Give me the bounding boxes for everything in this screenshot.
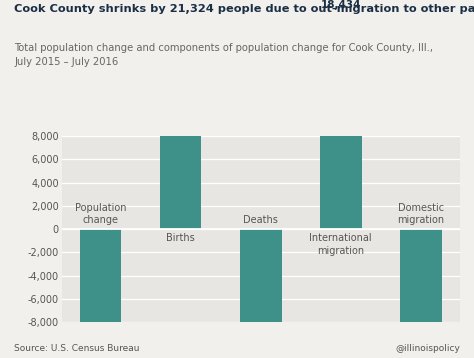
Bar [240, 229, 282, 358]
Text: Deaths: Deaths [243, 215, 278, 225]
Bar [80, 229, 121, 358]
Bar [160, 0, 201, 229]
Text: Births: Births [166, 233, 195, 243]
Text: Population
change: Population change [75, 203, 126, 225]
Text: International
migration: International migration [310, 233, 372, 256]
Text: 18,434: 18,434 [320, 0, 361, 10]
Text: Cook County shrinks by 21,324 people due to out-migration to other parts of U.S.: Cook County shrinks by 21,324 people due… [14, 4, 474, 14]
Text: @illinoispolicy: @illinoispolicy [395, 344, 460, 353]
Text: Source: U.S. Census Bureau: Source: U.S. Census Bureau [14, 344, 140, 353]
Bar [400, 229, 442, 358]
Text: Domestic
migration: Domestic migration [397, 203, 445, 225]
Bar [320, 15, 362, 229]
Text: Total population change and components of population change for Cook County, Ill: Total population change and components o… [14, 43, 433, 67]
